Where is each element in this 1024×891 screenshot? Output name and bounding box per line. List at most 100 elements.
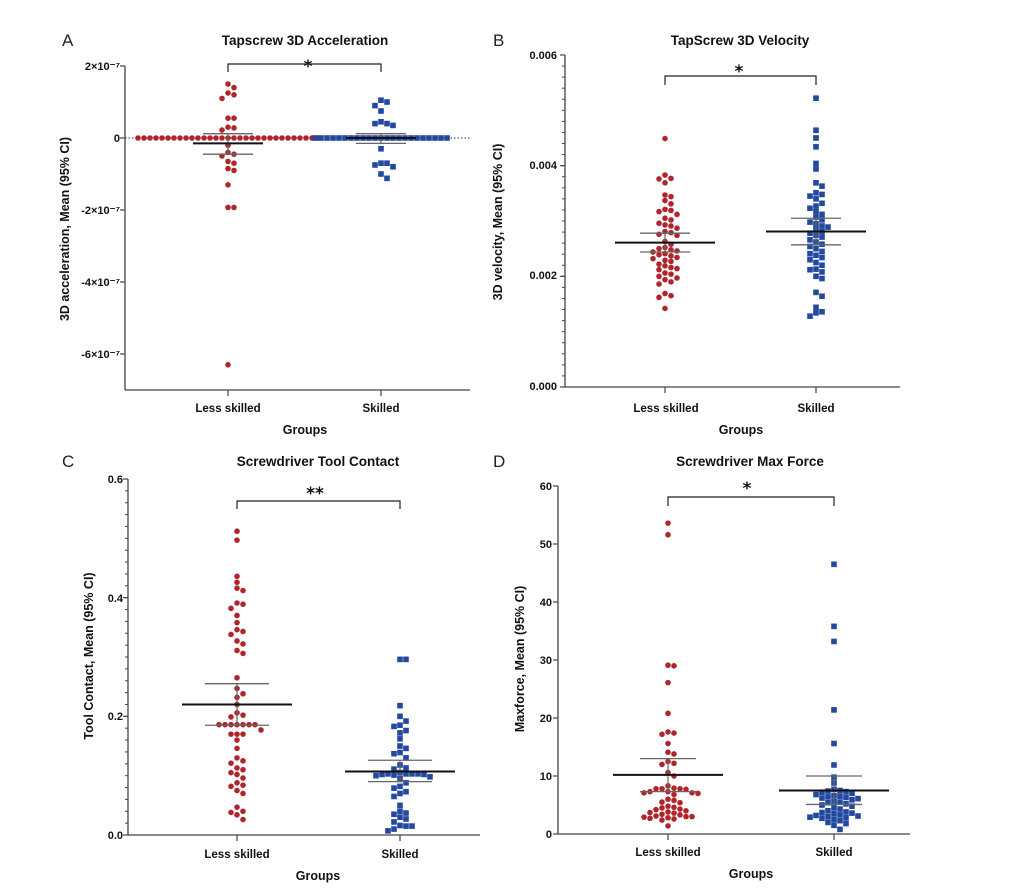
data-point-skilled	[391, 766, 397, 772]
data-point-skilled	[813, 273, 819, 280]
data-point-skilled	[378, 97, 384, 103]
data-point-skilled	[819, 789, 825, 796]
data-point-less-skilled	[656, 273, 662, 280]
data-point-less-skilled	[201, 135, 207, 141]
data-point-skilled	[825, 794, 831, 800]
data-point-less-skilled	[647, 815, 653, 822]
data-point-less-skilled	[234, 804, 240, 810]
data-point-less-skilled	[225, 124, 231, 130]
data-point-skilled	[807, 230, 813, 236]
data-point-less-skilled	[225, 81, 231, 87]
data-point-skilled	[819, 254, 825, 261]
data-point-skilled	[342, 135, 348, 141]
data-point-skilled	[819, 815, 825, 822]
data-point-less-skilled	[297, 135, 303, 141]
data-point-skilled	[384, 160, 390, 166]
data-point-less-skilled	[683, 813, 689, 820]
y-tick-label: 0	[546, 829, 552, 841]
data-point-less-skilled	[225, 165, 231, 172]
data-point-less-skilled	[234, 619, 240, 626]
panel-letter: C	[62, 452, 74, 471]
data-point-less-skilled	[665, 814, 671, 821]
data-point-less-skilled	[234, 731, 240, 737]
data-point-skilled	[813, 252, 819, 259]
data-point-skilled	[391, 826, 397, 832]
data-point-less-skilled	[665, 803, 671, 809]
data-point-less-skilled	[279, 135, 285, 141]
data-point-skilled	[409, 771, 415, 777]
data-point-less-skilled	[668, 207, 674, 214]
data-point-skilled	[807, 243, 813, 250]
x-tick-label-skilled: Skilled	[362, 403, 399, 415]
data-point-less-skilled	[683, 808, 689, 814]
data-point-skilled	[813, 144, 819, 150]
data-point-less-skilled	[240, 758, 246, 764]
data-point-less-skilled	[662, 197, 668, 204]
data-point-skilled	[403, 788, 409, 795]
data-point-skilled	[372, 102, 378, 109]
panel-b: B TapScrew 3D Velocity 3D velocity, Mean…	[491, 31, 900, 437]
data-point-less-skilled	[662, 206, 668, 213]
data-point-less-skilled	[234, 585, 240, 591]
chart-title: TapScrew 3D Velocity	[671, 33, 810, 48]
y-tick-label: -4×10⁻⁷	[81, 277, 120, 289]
data-point-less-skilled	[653, 785, 659, 792]
data-point-less-skilled	[665, 710, 671, 717]
data-point-skilled	[843, 814, 849, 821]
data-point-less-skilled	[228, 783, 234, 790]
data-point-skilled	[403, 816, 409, 822]
data-point-skilled	[819, 795, 825, 801]
data-point-less-skilled	[249, 135, 255, 141]
y-axis-title: Tool Contact, Mean (95% CI)	[82, 572, 96, 739]
y-tick-label: 40	[540, 597, 552, 609]
data-point-skilled	[855, 813, 861, 819]
data-point-less-skilled	[234, 737, 240, 743]
data-point-less-skilled	[240, 641, 246, 647]
y-tick-label: 0.4	[108, 593, 124, 605]
data-point-less-skilled	[231, 204, 237, 211]
data-point-skilled	[819, 211, 825, 218]
data-point-less-skilled	[234, 787, 240, 794]
data-point-less-skilled	[677, 806, 683, 812]
data-point-skilled	[807, 313, 813, 319]
data-point-less-skilled	[665, 823, 671, 829]
y-tick-label: 0.6	[108, 474, 123, 486]
data-point-less-skilled	[662, 215, 668, 222]
data-point-less-skilled	[237, 135, 243, 141]
data-point-skilled	[390, 122, 396, 129]
data-point-skilled	[391, 772, 397, 778]
data-point-skilled	[373, 772, 379, 779]
data-point-less-skilled	[665, 740, 671, 747]
data-point-less-skilled	[234, 537, 240, 543]
data-point-skilled	[849, 790, 855, 797]
data-point-less-skilled	[165, 135, 171, 141]
data-point-less-skilled	[219, 135, 225, 141]
data-point-less-skilled	[231, 84, 237, 91]
data-point-skilled	[426, 135, 432, 141]
data-point-skilled	[403, 771, 409, 777]
data-point-less-skilled	[240, 731, 246, 737]
y-tick-label: 10	[540, 771, 552, 783]
data-point-less-skilled	[234, 771, 240, 778]
data-point-skilled	[819, 234, 825, 240]
data-point-less-skilled	[189, 135, 195, 141]
data-point-skilled	[819, 217, 825, 223]
y-tick-label: 2×10⁻⁷	[85, 61, 121, 73]
data-point-skilled	[813, 166, 819, 172]
data-point-less-skilled	[665, 809, 671, 815]
x-tick-label-less-skilled: Less skilled	[195, 403, 260, 415]
data-point-less-skilled	[665, 749, 671, 756]
data-point-skilled	[831, 805, 837, 811]
significance-bracket	[664, 75, 817, 85]
data-point-skilled	[397, 702, 403, 709]
data-point-less-skilled	[243, 135, 249, 141]
y-tick-label: 20	[540, 713, 552, 725]
data-point-skilled	[378, 119, 384, 125]
data-point-less-skilled	[177, 135, 183, 141]
data-point-skilled	[843, 809, 849, 815]
data-point-less-skilled	[668, 175, 674, 182]
y-tick-label: 30	[540, 655, 552, 667]
data-point-skilled	[819, 308, 825, 315]
data-point-skilled	[391, 723, 397, 730]
data-point-less-skilled	[656, 176, 662, 182]
